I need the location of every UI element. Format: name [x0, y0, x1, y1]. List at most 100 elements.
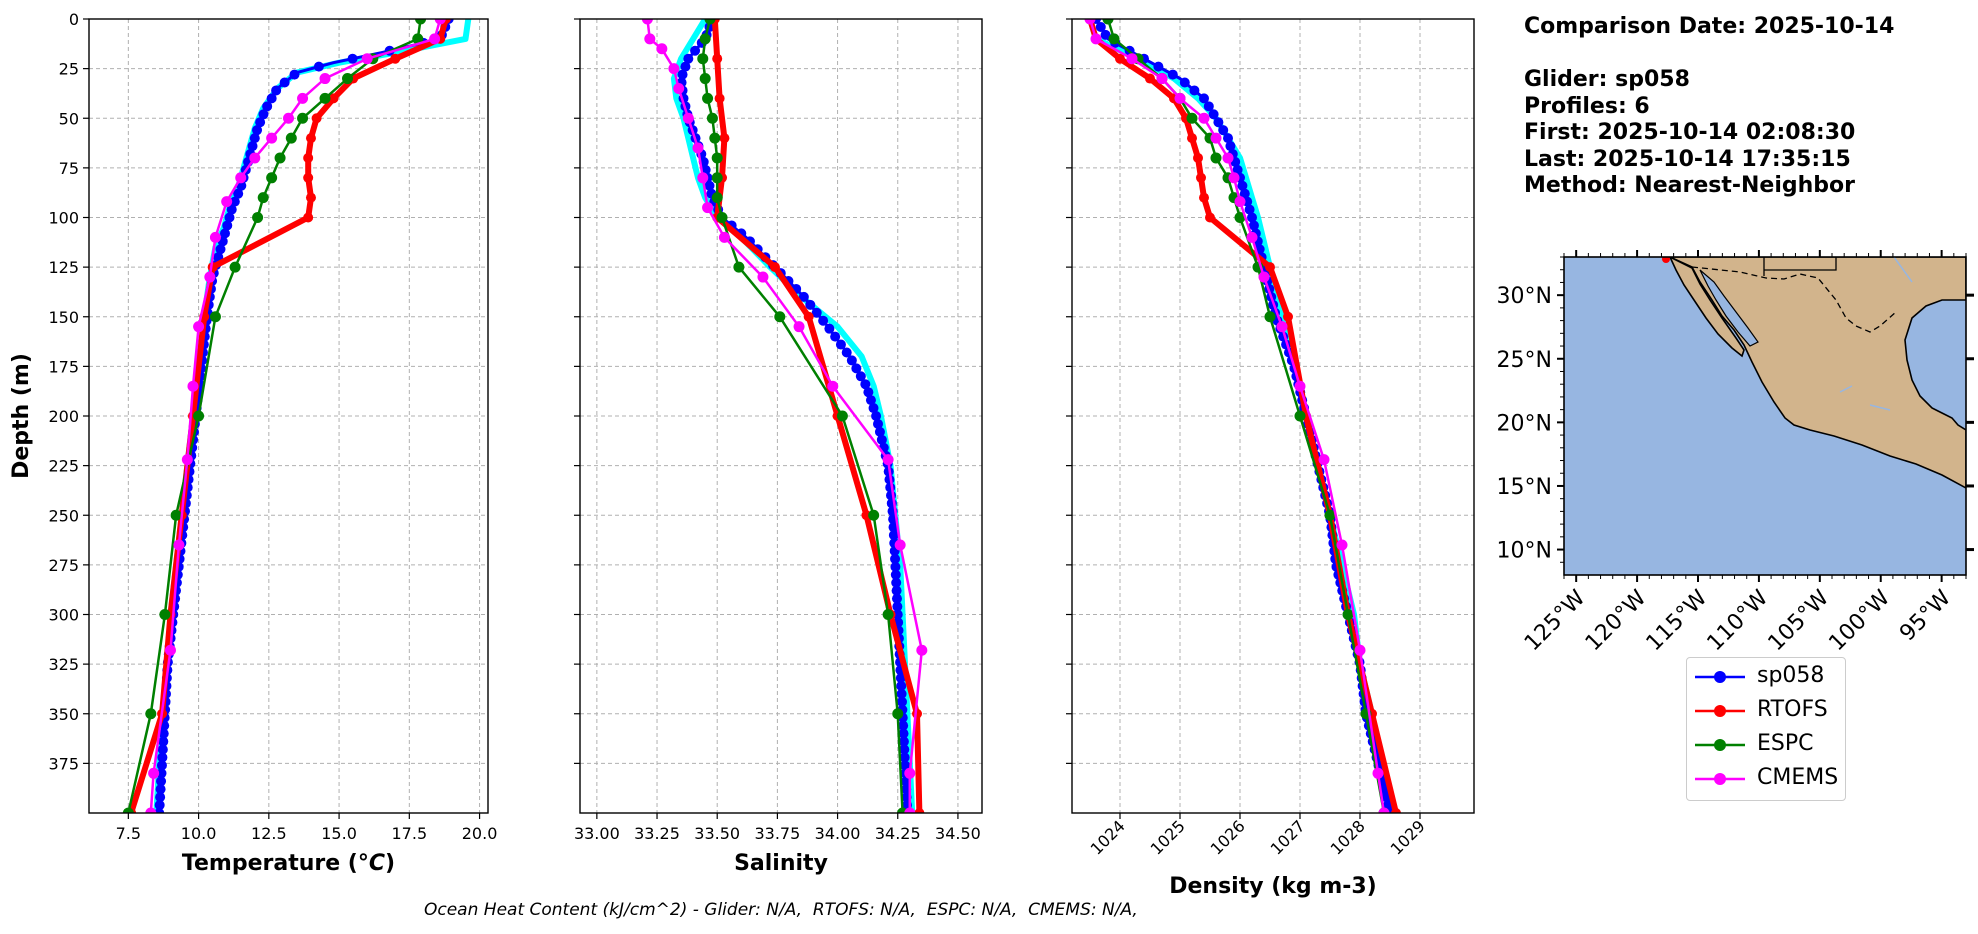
series-point-sp058: [155, 784, 166, 795]
x-tick-label: 33.00: [574, 824, 620, 843]
x-tick-label: 1027: [1267, 816, 1309, 858]
series-point-cmems: [221, 196, 233, 208]
series-point-sp058: [891, 585, 902, 596]
series-point-sp058: [888, 530, 899, 541]
series-point-espc: [1342, 609, 1354, 620]
series-point-sp058: [1179, 77, 1190, 88]
series-point-cmems: [434, 19, 446, 25]
map-lon-label: 105°W: [1764, 585, 1835, 656]
series-point-sp058: [1244, 204, 1255, 215]
series-point-sp058: [1153, 61, 1164, 72]
y-tick-label: 275: [48, 556, 79, 575]
series-point-espc: [1210, 152, 1222, 164]
legend-symbol-rtofs: [1695, 705, 1745, 717]
series-point-cmems: [145, 807, 157, 813]
series-point-cmems: [1174, 92, 1186, 104]
series-point-cmems: [757, 271, 769, 283]
series-point-cmems: [904, 767, 916, 779]
series-point-espc: [699, 33, 711, 45]
profile-count: Profiles: 6: [1524, 93, 1650, 119]
series-point-cmems: [644, 33, 656, 45]
series-point-espc: [415, 19, 427, 25]
series-point-sp058: [818, 315, 829, 326]
series-point-cmems: [361, 53, 373, 65]
state-border: [1763, 257, 1837, 276]
series-point-sp058: [900, 776, 911, 787]
series-point-sp058: [824, 323, 835, 334]
series-point-sp058: [900, 760, 911, 771]
series-point-sp058: [896, 688, 907, 699]
series-point-sp058: [158, 736, 169, 747]
series-point-espc: [285, 132, 297, 144]
series-point-espc: [319, 92, 331, 104]
series-point-rtofs: [769, 262, 780, 273]
series-point-sp058: [835, 339, 846, 350]
glider-location-marker: [1662, 257, 1670, 263]
y-tick-label: 250: [48, 506, 79, 525]
series-point-sp058: [1213, 117, 1224, 128]
us-mexico-border: [1691, 266, 1897, 333]
series-point-espc: [297, 112, 309, 124]
legend-label-rtofs: RTOFS: [1757, 697, 1828, 722]
series-point-cmems: [904, 807, 916, 813]
series-point-cmems: [297, 92, 309, 104]
series-point-espc: [697, 53, 709, 65]
series-point-sp058: [1199, 93, 1209, 104]
series-point-rtofs: [390, 53, 401, 64]
series-point-sp058: [347, 53, 358, 64]
series-point-rtofs: [1391, 808, 1401, 813]
series-point-rtofs: [712, 53, 723, 64]
series-point-sp058: [1237, 180, 1248, 191]
series-point-cmems: [148, 767, 160, 779]
series-point-sp058: [1203, 101, 1214, 112]
last-profile-time: Last: 2025-10-14 17:35:15: [1524, 146, 1851, 172]
temperature-axis-label: Temperature (°C): [182, 851, 395, 876]
series-point-sp058: [154, 800, 165, 811]
series-point-sp058: [680, 61, 691, 72]
y-tick-label: 175: [48, 357, 79, 376]
gulf-of-california: [1699, 269, 1759, 347]
series-point-sp058: [156, 760, 167, 771]
series-point-espc: [699, 73, 711, 85]
series-point-rtofs: [1193, 152, 1203, 163]
comparison-info: Comparison Date: 2025-10-14 Glider: sp05…: [1524, 14, 1894, 200]
series-point-espc: [892, 708, 904, 720]
series-point-sp058: [313, 61, 324, 72]
series-point-sp058: [898, 720, 909, 731]
series-point-sp058: [895, 673, 906, 684]
series-point-cmems: [1276, 321, 1288, 333]
legend-entry-sp058: sp058: [1687, 660, 1845, 694]
series-point-espc: [709, 132, 721, 144]
series-point-cmems: [1246, 231, 1258, 243]
series-point-cmems: [673, 82, 685, 94]
series-point-sp058: [677, 69, 688, 80]
series-point-sp058: [154, 808, 165, 813]
map-frame: [1563, 256, 1967, 576]
series-point-sp058: [224, 212, 235, 223]
map-lon-label: 120°W: [1581, 585, 1652, 656]
series-point-rtofs: [1283, 311, 1293, 322]
legend-symbol-espc: [1695, 739, 1745, 751]
series-point-espc: [711, 152, 723, 164]
series-point-rtofs: [1196, 172, 1206, 183]
map-lat-label: 15°N: [1497, 475, 1552, 500]
series-point-sp058: [891, 577, 902, 588]
comparison-date: Comparison Date: 2025-10-14: [1524, 14, 1895, 39]
series-point-sp058: [252, 125, 263, 136]
series-point-espc: [193, 410, 205, 422]
x-tick-label: 17.5: [392, 824, 428, 843]
series-point-sp058: [892, 609, 903, 620]
series-point-cmems: [1084, 19, 1096, 25]
series-point-sp058: [233, 188, 244, 199]
series-point-cmems: [1198, 112, 1210, 124]
series-point-cmems: [204, 271, 216, 283]
x-tick-label: 1029: [1387, 816, 1429, 858]
map-lon-label: 125°W: [1520, 585, 1591, 656]
rivers: [1839, 257, 1913, 411]
series-point-espc: [706, 112, 718, 124]
series-point-sp058: [255, 117, 266, 128]
series-point-rtofs: [1199, 192, 1209, 203]
series-point-sp058: [871, 411, 882, 421]
series-point-rtofs: [311, 113, 322, 124]
series-point-sp058: [258, 109, 269, 120]
